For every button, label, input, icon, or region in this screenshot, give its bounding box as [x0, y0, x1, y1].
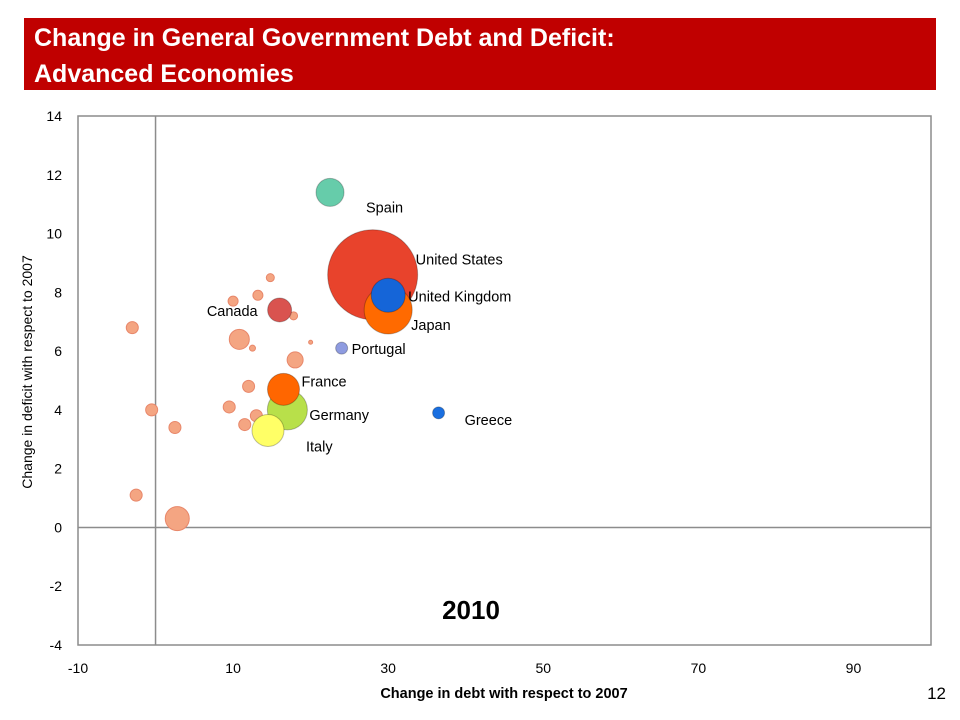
data-point [222, 400, 236, 414]
y-tick-label: 6 [54, 343, 62, 359]
data-point-spain [315, 177, 345, 207]
y-axis-ticks: -4 -2 0 2 4 6 8 10 12 14 [46, 108, 62, 653]
data-point-canada [267, 297, 293, 323]
slide-title-line-1: Change in General Government Debt and De… [34, 24, 615, 52]
label-spain: Spain [366, 200, 403, 216]
slide-title-line-2: Advanced Economies [34, 60, 294, 88]
label-germany: Germany [309, 408, 369, 424]
y-tick-label: 0 [54, 519, 62, 535]
data-point [164, 506, 190, 532]
y-tick-label: 12 [46, 167, 62, 183]
reference-lines [78, 116, 931, 645]
data-point [168, 421, 182, 435]
y-tick-label: 14 [46, 108, 62, 124]
label-united-kingdom: United Kingdom [408, 289, 511, 305]
label-japan: Japan [411, 318, 451, 334]
data-point [145, 403, 159, 417]
y-axis-label: Change in deficit with respect to 2007 [19, 255, 35, 489]
data-point [265, 273, 275, 283]
y-tick-label: -4 [50, 637, 63, 653]
data-point [129, 488, 143, 502]
y-tick-label: 10 [46, 226, 62, 242]
title-bar: Change in General Government Debt and De… [24, 18, 936, 90]
data-point-greece [432, 406, 446, 420]
x-tick-label: 10 [225, 660, 241, 676]
data-point-portugal [335, 341, 349, 355]
point-labels: Spain United States United Kingdom Japan Can… [207, 200, 512, 455]
x-tick-label: -10 [68, 660, 88, 676]
page-number: 12 [927, 684, 946, 703]
data-points [125, 177, 446, 532]
label-france: France [301, 374, 346, 390]
data-point-italy [251, 413, 285, 447]
label-greece: Greece [465, 413, 513, 429]
y-tick-label: -2 [50, 578, 63, 594]
y-tick-label: 4 [54, 402, 62, 418]
data-point [286, 351, 304, 369]
data-point [228, 328, 250, 350]
label-portugal: Portugal [352, 342, 406, 358]
y-tick-label: 8 [54, 284, 62, 300]
data-point [242, 379, 256, 393]
y-tick-label: 2 [54, 461, 62, 477]
label-italy: Italy [306, 439, 333, 455]
label-canada: Canada [207, 304, 259, 320]
data-point [238, 418, 252, 432]
plot-area-frame [77, 115, 932, 646]
data-point [252, 289, 264, 301]
year-label: 2010 [442, 595, 500, 625]
label-united-states: United States [416, 253, 503, 269]
data-point [308, 339, 314, 345]
data-point-france [266, 372, 300, 406]
x-axis-label: Change in debt with respect to 2007 [380, 686, 627, 702]
data-point [248, 344, 256, 352]
data-point [227, 295, 239, 307]
x-tick-label: 50 [535, 660, 551, 676]
data-point [125, 321, 139, 335]
x-tick-label: 70 [691, 660, 707, 676]
x-tick-label: 30 [380, 660, 396, 676]
data-point-united-kingdom [370, 277, 406, 313]
x-axis-ticks: -10 10 30 50 70 90 [68, 660, 862, 676]
x-tick-label: 90 [846, 660, 862, 676]
